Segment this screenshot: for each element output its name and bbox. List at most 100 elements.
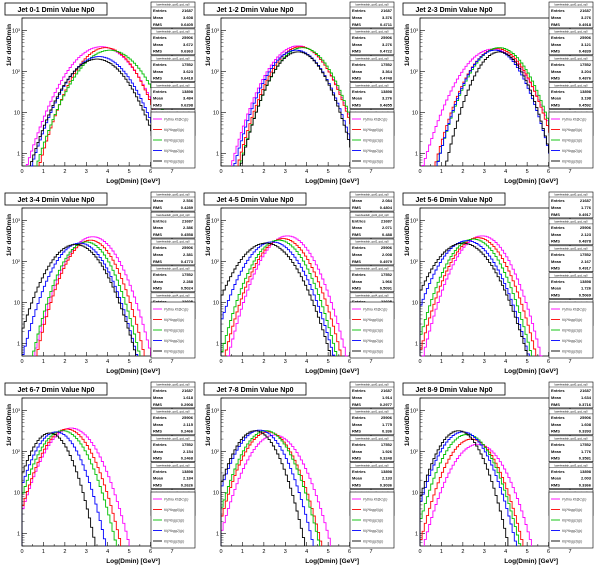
stats-value: 1.914 xyxy=(382,395,393,400)
stats-box-frame xyxy=(548,28,594,56)
legend-label: Kt(Hbgg2)(p) xyxy=(363,529,383,533)
series-curve-2 xyxy=(237,46,363,166)
stats-key: Entries xyxy=(352,299,366,304)
stats-value: 0.6298 xyxy=(181,103,194,108)
stats-value: 3.276 xyxy=(581,15,592,20)
series-curve-3 xyxy=(239,47,366,166)
stats-value: 2.123 xyxy=(581,232,592,237)
stats-box-name: lowerleadsdr_qcd0_qcd_np0 xyxy=(156,3,190,7)
x-tick-label: 1 xyxy=(241,359,244,365)
stats-key: RMS xyxy=(153,103,162,108)
stats-value: 0.4839 xyxy=(579,49,592,54)
stats-box: lowerleadsdr_qcd3_qcd_np0 Entries 13898 Mea… xyxy=(548,462,594,489)
stats-value: 13898 xyxy=(381,469,393,474)
x-tick-label: 1 xyxy=(42,169,45,175)
y-axis-label: 1/σ dσ/dDmin xyxy=(404,404,411,446)
series-curve-4 xyxy=(220,429,314,546)
y-tick-label: 10² xyxy=(410,449,418,455)
series-curve-4 xyxy=(419,240,530,356)
stats-key: RMS xyxy=(352,456,361,461)
y-axis-label: 1/σ dσ/dDmin xyxy=(205,24,212,66)
x-tick-label: 3 xyxy=(483,169,486,175)
stats-key: RMS xyxy=(352,259,361,264)
x-tick-label: 3 xyxy=(85,549,88,555)
stats-key: Mean xyxy=(352,422,363,427)
series-curve-1 xyxy=(220,434,331,546)
series-curve-3 xyxy=(220,239,338,356)
stats-value: 22605 xyxy=(381,299,393,304)
stats-box-name: lowerleadsdr_qcd2_qcd_np0 xyxy=(355,437,389,441)
stats-key: Mean xyxy=(352,279,363,284)
x-tick-label: 6 xyxy=(348,169,351,175)
stats-value: 3.276 xyxy=(382,96,393,101)
stats-value: 0.488 xyxy=(382,232,393,237)
stats-value: 21687 xyxy=(580,198,592,203)
series-curve-1 xyxy=(25,46,172,166)
y-tick-label: 1 xyxy=(216,152,219,158)
stats-box-name: lowerleadsdr_qcd2_qcd_np0 xyxy=(554,57,588,61)
stats-key: Entries xyxy=(153,89,167,94)
stats-key: RMS xyxy=(352,22,361,27)
y-axis-label: 1/σ dσ/dDmin xyxy=(205,214,212,256)
stats-key: Entries xyxy=(551,35,565,40)
title-box xyxy=(402,2,506,16)
stats-box-frame xyxy=(548,435,594,462)
x-tick-label: 3 xyxy=(284,549,287,555)
legend-label: Kt(Hbgg1)(p) xyxy=(562,518,582,522)
stats-key: Mean xyxy=(551,395,562,400)
legend-label: Pythia Kt@C(p) xyxy=(562,117,586,121)
stats-box-frame xyxy=(349,408,395,436)
legend: Pythia Kt@C(p) Kt(Hbgg0)(p) Kt(Hbgg1)(p) Kt… xyxy=(150,301,196,359)
chart-title: Jet 8-9 Dmin Value Np0 xyxy=(415,387,492,394)
x-tick-label: 4 xyxy=(504,169,507,175)
stats-key: Mean xyxy=(551,232,562,237)
x-tick-label: 5 xyxy=(128,549,131,555)
legend-label: Kt(Hbgg1)(p) xyxy=(363,518,383,522)
stats-value: 1.608 xyxy=(581,422,592,427)
stats-key: RMS xyxy=(551,76,560,81)
stats-box-frame xyxy=(349,265,395,293)
stats-key: Mean xyxy=(551,286,562,291)
x-tick-label: 5 xyxy=(327,549,330,555)
legend: Pythia Kt@C(p) Kt(Hbgg0)(p) Kt(Hbgg1)(p) Kt… xyxy=(548,491,594,549)
x-tick-label: 6 xyxy=(547,359,550,365)
histogram-panel-2: Jet 1-2 Dmin Value Np0 0 1 2 3 4 5 6 7 1 10 10² 10³ L… xyxy=(203,1,395,185)
x-axis-label: Log(Dmin) [GeV²] xyxy=(106,558,160,565)
stats-box-frame xyxy=(150,211,196,239)
stats-box-name: lowerleadsdr_qcd4_qcd_np0 xyxy=(156,294,190,298)
x-tick-label: 5 xyxy=(327,169,330,175)
stats-box: lowerleadsdr_qcd3_qcd_np0 Entries 13898 Mea… xyxy=(349,462,395,489)
x-tick-label: 2 xyxy=(262,549,265,555)
x-tick-label: 0 xyxy=(20,549,23,555)
series-curve-5 xyxy=(419,242,528,356)
stats-key: Entries xyxy=(352,388,366,393)
x-tick-label: 6 xyxy=(149,359,152,365)
stats-value: 0.4289 xyxy=(181,205,194,210)
stats-box-name: lowerleadsdr_qcd3_qcd_np0 xyxy=(355,267,389,271)
stats-value: 17552 xyxy=(381,442,393,447)
stats-box-name: lowerleadsdr_qcd3_qcd_np0 xyxy=(156,83,190,87)
x-tick-label: 3 xyxy=(85,169,88,175)
x-tick-label: 3 xyxy=(85,359,88,365)
stats-value: 13898 xyxy=(580,469,592,474)
legend-label: Kt(Hbgg0)(p) xyxy=(562,128,582,132)
stats-value: 0.3581 xyxy=(579,456,592,461)
legend-label: Kt(Hbgg3)(p) xyxy=(363,349,383,353)
stats-value: 0.6363 xyxy=(181,49,194,54)
y-tick-label: 10 xyxy=(213,111,219,117)
stats-value: 17552 xyxy=(580,252,592,257)
series-curve-3 xyxy=(36,49,172,166)
series-curve-4 xyxy=(21,431,107,546)
title-box xyxy=(402,382,506,396)
legend-label: Kt(Hbgg2)(p) xyxy=(363,339,383,343)
stats-box-name: lowerleadsdr_qcd1_qcd_np0 xyxy=(554,410,588,414)
stats-key: RMS xyxy=(153,286,162,291)
stats-key: Entries xyxy=(153,415,167,420)
stats-key: Mean xyxy=(551,449,562,454)
stats-key: Entries xyxy=(551,469,565,474)
